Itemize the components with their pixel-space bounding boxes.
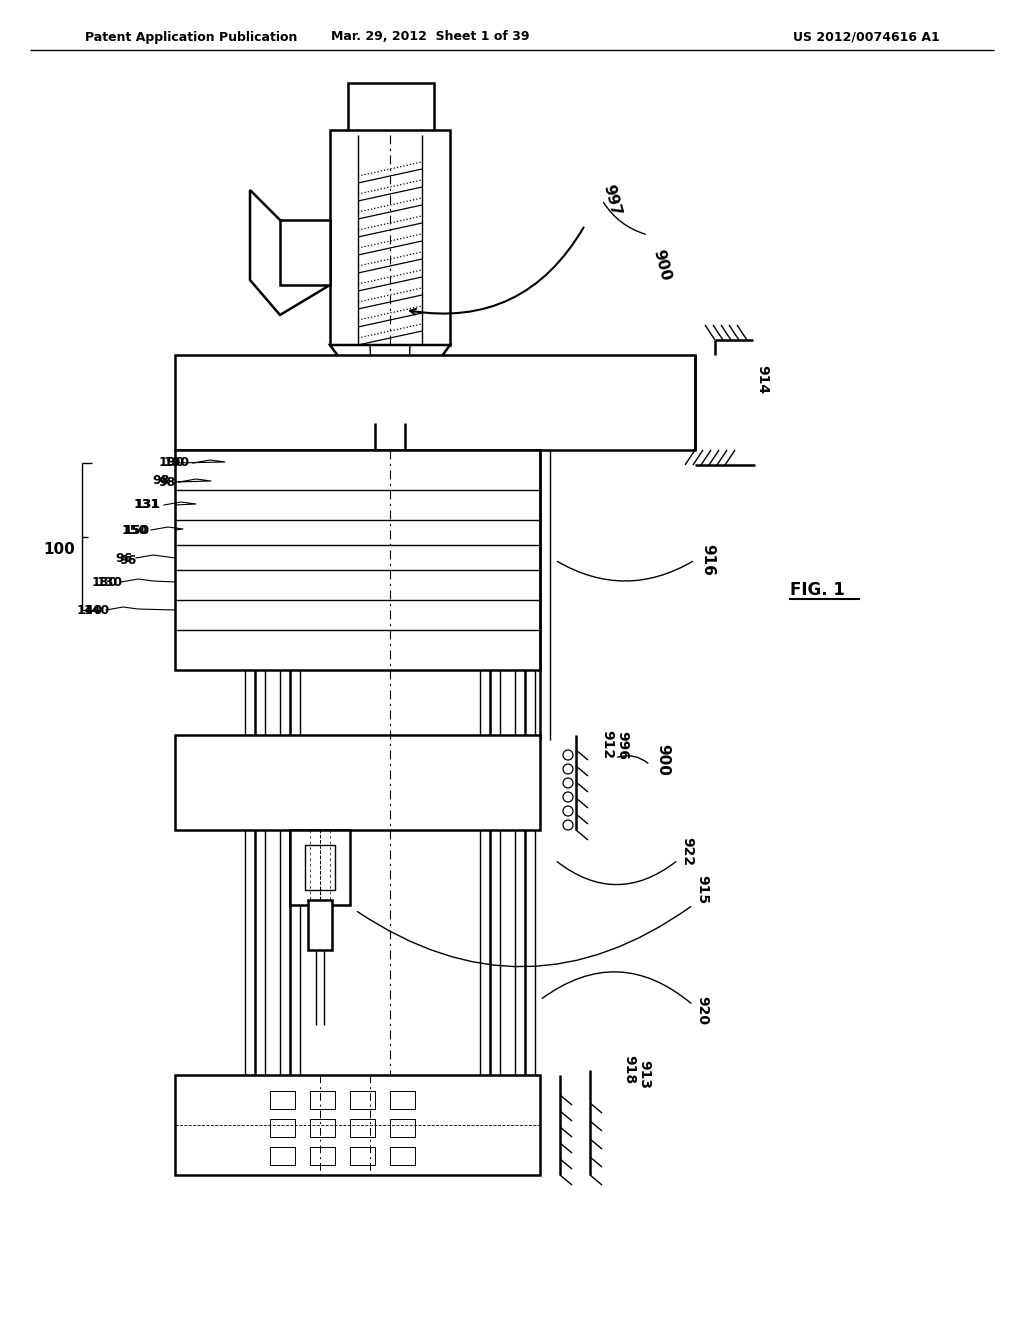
Bar <box>270 1147 295 1166</box>
Text: 190: 190 <box>159 457 185 470</box>
Bar <box>290 830 350 906</box>
Text: 912: 912 <box>600 730 614 759</box>
Polygon shape <box>250 190 330 315</box>
Text: FIG. 1: FIG. 1 <box>790 581 845 599</box>
Text: 96: 96 <box>116 552 133 565</box>
Bar <box>350 1119 375 1137</box>
Text: 918: 918 <box>622 1056 636 1085</box>
Bar <box>330 129 450 345</box>
Bar <box>348 83 434 135</box>
Text: 996: 996 <box>615 730 629 759</box>
Text: 131: 131 <box>135 499 161 511</box>
Bar <box>310 1119 335 1137</box>
Bar <box>308 900 332 950</box>
Text: 915: 915 <box>695 875 709 904</box>
Bar <box>350 1092 375 1109</box>
Text: 922: 922 <box>680 837 694 866</box>
Text: 131: 131 <box>134 499 160 511</box>
Text: 98: 98 <box>159 475 176 488</box>
Text: 130: 130 <box>97 576 123 589</box>
Bar <box>270 1119 295 1137</box>
Bar <box>175 1074 540 1175</box>
Bar <box>390 1119 415 1137</box>
Text: 100: 100 <box>43 543 75 557</box>
Text: 190: 190 <box>164 457 190 470</box>
Bar <box>175 355 695 450</box>
Text: 150: 150 <box>124 524 150 536</box>
Text: US 2012/0074616 A1: US 2012/0074616 A1 <box>794 30 940 44</box>
Bar <box>305 845 335 890</box>
Text: 913: 913 <box>637 1060 651 1089</box>
Text: Mar. 29, 2012  Sheet 1 of 39: Mar. 29, 2012 Sheet 1 of 39 <box>331 30 529 44</box>
Bar <box>270 1092 295 1109</box>
Text: 140: 140 <box>84 603 110 616</box>
Text: 150: 150 <box>122 524 148 536</box>
Bar <box>310 1092 335 1109</box>
Text: 900: 900 <box>650 248 673 282</box>
Text: 98: 98 <box>153 474 170 487</box>
Bar <box>350 1147 375 1166</box>
Bar <box>280 220 330 285</box>
Polygon shape <box>330 345 450 400</box>
Bar <box>372 399 408 422</box>
Bar <box>310 1147 335 1166</box>
Bar <box>390 1092 415 1109</box>
Text: 920: 920 <box>695 995 709 1024</box>
Text: 916: 916 <box>700 544 715 576</box>
Text: 130: 130 <box>92 576 118 589</box>
Bar <box>175 735 540 830</box>
Bar <box>175 450 540 671</box>
Text: 900: 900 <box>655 744 670 776</box>
Text: 140: 140 <box>77 603 103 616</box>
Text: 997: 997 <box>600 182 623 218</box>
Text: 96: 96 <box>120 553 137 566</box>
Text: 914: 914 <box>755 366 769 395</box>
Bar <box>390 1147 415 1166</box>
Text: Patent Application Publication: Patent Application Publication <box>85 30 297 44</box>
